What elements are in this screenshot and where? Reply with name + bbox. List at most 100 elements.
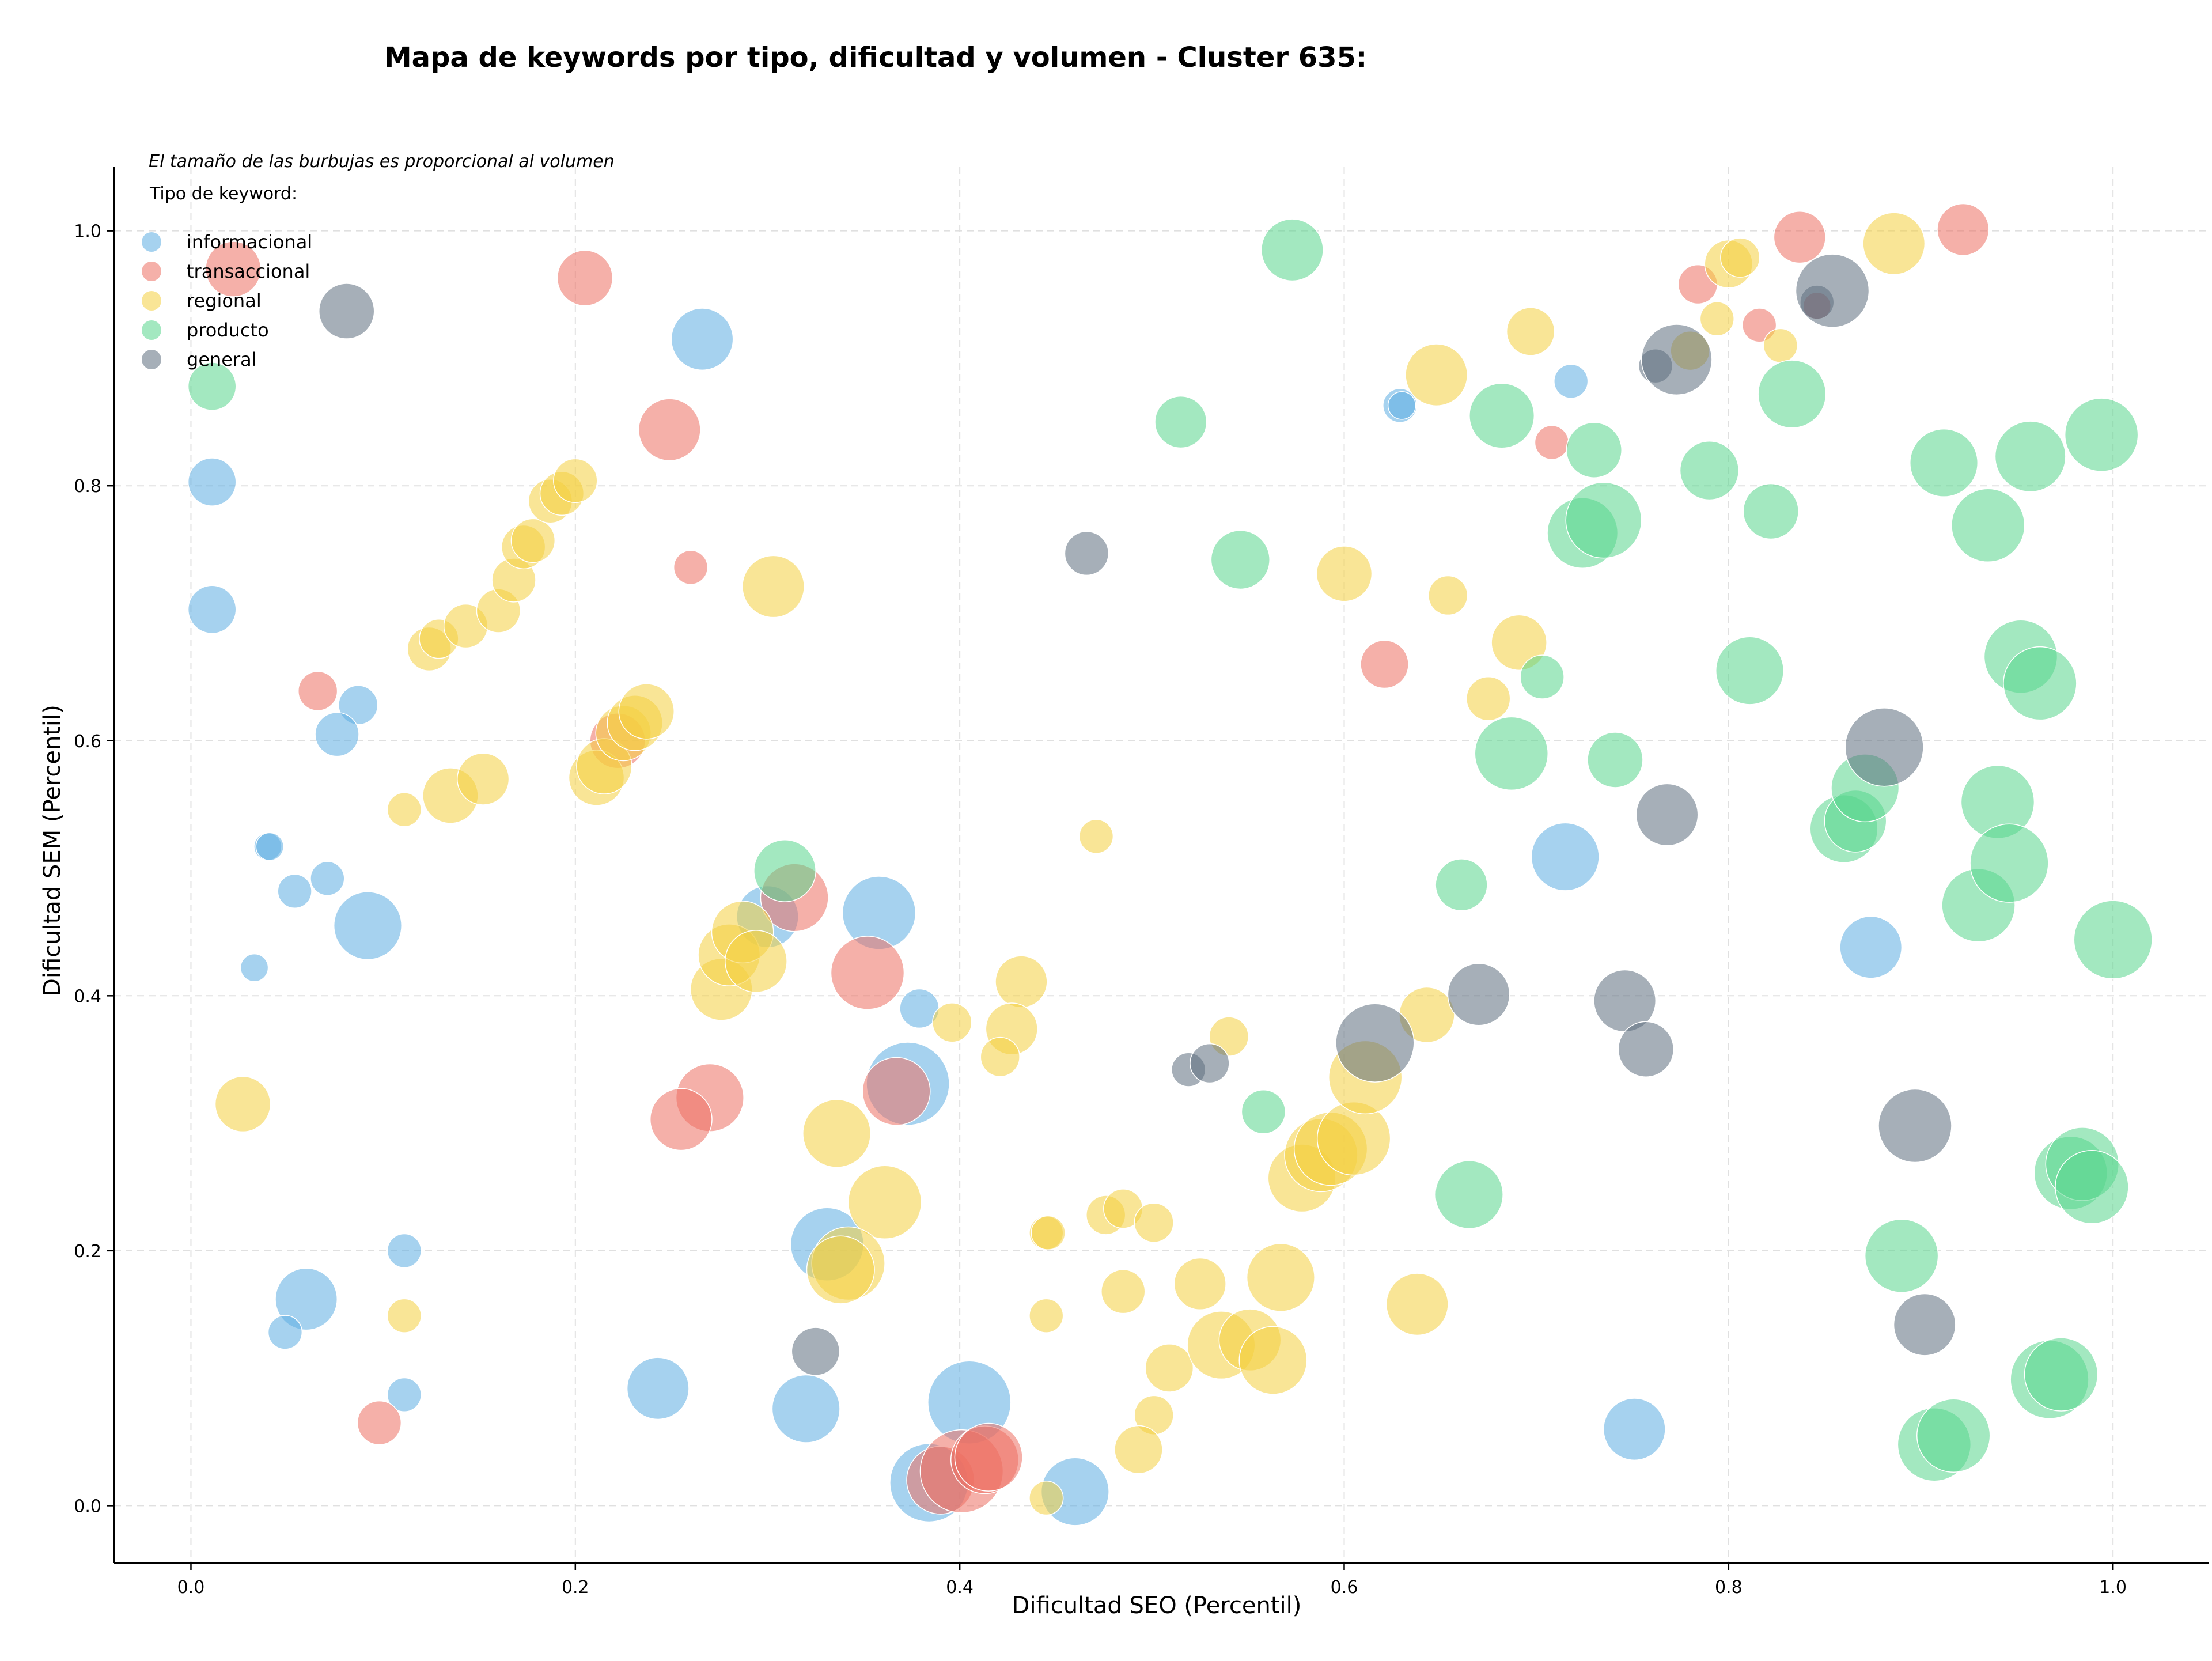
- bubble-general: [1635, 783, 1699, 846]
- bubble-regional: [1466, 676, 1511, 721]
- bubble-producto: [1260, 218, 1324, 282]
- bubble-regional: [847, 1165, 922, 1240]
- axes: 0.0 0.2 0.4 0.6 0.8 1.0 0.0 0.2 0.4 0.6 0.8 1.0: [74, 167, 2209, 1598]
- bubble-regional: [802, 1099, 872, 1168]
- bubble-producto: [1916, 1398, 1991, 1473]
- bubble-producto: [1565, 482, 1642, 559]
- bubble-producto: [1154, 395, 1207, 449]
- bubble-informacional: [187, 585, 237, 634]
- bubble-transaccional: [205, 241, 262, 297]
- legend-marker-informacional: [142, 232, 161, 252]
- bubble-regional: [1078, 819, 1114, 854]
- bubble-general: [1335, 1003, 1415, 1083]
- bubble-informacional: [267, 1315, 303, 1350]
- bubble-regional: [1114, 1425, 1163, 1474]
- legend-marker-general: [142, 350, 161, 369]
- bubble-producto: [1969, 823, 2049, 903]
- bubble-regional: [1316, 546, 1373, 602]
- bubble-transaccional: [1360, 640, 1409, 689]
- bubble-regional: [1134, 1202, 1174, 1243]
- bubble-general: [1844, 707, 1924, 787]
- bubble-producto: [187, 362, 237, 411]
- bubble-informacional: [387, 1233, 422, 1269]
- legend-label-transaccional: transaccional: [187, 260, 310, 282]
- bubble-producto: [1469, 383, 1535, 449]
- bubble-regional: [1101, 1269, 1146, 1314]
- bubble-producto: [1909, 428, 1979, 497]
- y-tick-label: 1.0: [74, 222, 101, 242]
- chart-title: Mapa de keywords por tipo, dificultad y …: [384, 41, 1367, 74]
- bubble-regional: [742, 555, 805, 618]
- y-tick-label: 0.6: [74, 732, 101, 752]
- bubble-transaccional: [830, 936, 905, 1010]
- bubble-general: [1893, 1293, 1956, 1356]
- bubble-informacional: [626, 1357, 690, 1420]
- bubble-regional: [387, 792, 422, 827]
- bubble-transaccional: [1773, 211, 1826, 264]
- bubble-general: [1190, 1043, 1230, 1084]
- legend-title: Tipo de keyword:: [149, 184, 297, 204]
- bubble-regional: [510, 518, 556, 563]
- bubble-producto: [1520, 654, 1565, 699]
- bubble-regional: [1427, 575, 1468, 616]
- legend-label-general: general: [187, 349, 257, 370]
- bubble-general: [1878, 1088, 1952, 1163]
- bubble-producto: [1434, 1160, 1503, 1229]
- bubble-regional: [618, 683, 675, 740]
- bubble-informacional: [255, 832, 285, 861]
- x-tick-label: 0.8: [1715, 1577, 1743, 1598]
- bubble-regional: [1173, 1257, 1226, 1311]
- bubble-regional: [1506, 307, 1555, 356]
- bubble-informacional: [1603, 1398, 1666, 1461]
- bubble-regional: [1862, 212, 1926, 275]
- bubble-transaccional: [954, 1422, 1023, 1492]
- bubble-size-note: El tamaño de las burbujas es proporciona…: [149, 152, 615, 172]
- bubble-producto: [1587, 732, 1643, 788]
- bubble-informacional: [771, 1374, 840, 1443]
- bubble-regional: [1720, 237, 1760, 278]
- bubble-informacional: [315, 712, 359, 757]
- bubble-regional: [1491, 614, 1547, 671]
- bubble-producto: [1566, 422, 1623, 478]
- bubble-transaccional: [1937, 203, 1990, 256]
- bubble-producto: [1715, 636, 1785, 705]
- bubble-general: [1447, 963, 1510, 1026]
- bubble-regional: [1029, 1481, 1064, 1516]
- bubble-informacional: [1554, 364, 1589, 399]
- bubble-regional: [806, 1235, 875, 1304]
- bubble-informacional: [1839, 915, 1903, 979]
- bubble-regional: [1405, 343, 1468, 407]
- bubble-transaccional: [862, 1057, 931, 1126]
- bubble-producto: [1743, 483, 1799, 540]
- bubble-regional: [1699, 301, 1734, 336]
- bubble-informacional: [187, 457, 237, 506]
- bubble-regional: [1031, 1215, 1066, 1251]
- bubble-regional: [995, 955, 1048, 1008]
- bubble-producto: [2024, 1337, 2099, 1412]
- bubble-regional: [1238, 1326, 1308, 1395]
- bubble-informacional: [1387, 391, 1416, 420]
- bubble-producto: [1210, 529, 1270, 590]
- bubble-general: [791, 1327, 840, 1376]
- bubble-informacional: [240, 953, 269, 982]
- bubble-transaccional: [1742, 308, 1777, 343]
- x-axis-label: Dificultad SEO (Percentil): [1012, 1592, 1302, 1619]
- bubble-producto: [2003, 646, 2077, 721]
- bubble-transaccional: [1534, 425, 1569, 460]
- bubble-general: [318, 283, 375, 339]
- bubble-general: [1618, 1021, 1675, 1077]
- bubble-regional: [387, 1298, 422, 1333]
- bubble-regional: [1145, 1344, 1194, 1393]
- bubble-regional: [725, 930, 787, 993]
- bubble-informacional: [387, 1377, 422, 1413]
- bubble-regional: [1385, 1273, 1449, 1336]
- bubble-informacional: [671, 308, 734, 371]
- bubble-transaccional: [556, 249, 613, 307]
- bubble-regional: [553, 458, 598, 504]
- bubble-producto: [2064, 398, 2139, 472]
- bubble-producto: [1435, 858, 1488, 911]
- legend: Tipo de keyword: informacional transaccio…: [142, 184, 312, 370]
- bubble-regional: [1246, 1243, 1315, 1312]
- bubble-producto: [1758, 360, 1827, 429]
